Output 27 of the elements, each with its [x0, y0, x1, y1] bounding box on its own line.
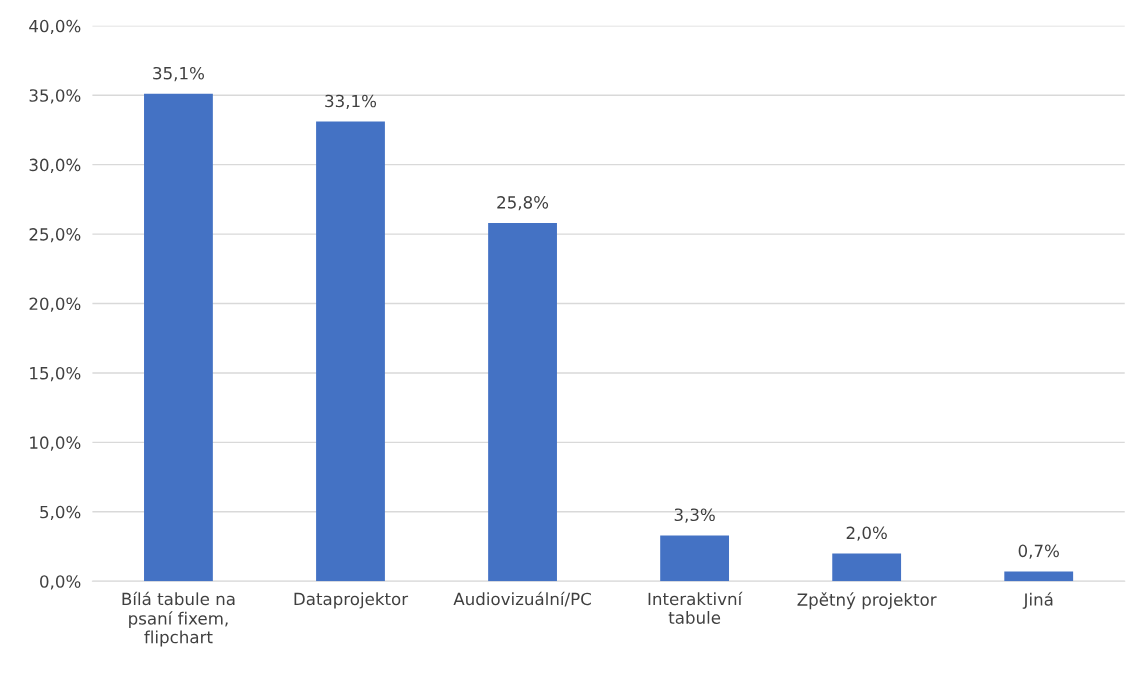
y-tick-label: 15,0% [30, 366, 81, 382]
bar [660, 535, 730, 582]
bar [488, 222, 557, 582]
data-label: 35,1% [153, 66, 204, 82]
x-tick-label: Dataprojektor [294, 592, 409, 609]
bar [316, 121, 385, 582]
x-tick-label: Interaktivní tabule [648, 591, 743, 624]
bar [144, 93, 213, 582]
x-tick-label: Jiná [1022, 592, 1053, 609]
y-tick-label: 25,0% [29, 228, 81, 243]
bar [832, 553, 902, 582]
y-tick-label: 0,0% [40, 575, 81, 590]
x-tick-label: Bílá tabule na psaní fixem, flipchart [122, 591, 235, 647]
data-label: 3,3% [674, 508, 715, 523]
x-tick-label: Audiovizuální/PC [453, 591, 591, 607]
y-tick-label: 35,0% [29, 89, 81, 104]
y-tick-label: 40,0% [29, 19, 81, 35]
data-label: 25,8% [497, 196, 549, 211]
bar [1004, 571, 1074, 582]
data-label: 0,7% [1018, 544, 1059, 559]
y-tick-label: 20,0% [29, 297, 81, 312]
y-tick-label: 5,0% [40, 505, 81, 521]
x-tick-label: Zpětný projektor [797, 592, 937, 610]
data-label: 33,1% [325, 94, 377, 109]
y-tick-label: 30,0% [29, 158, 81, 173]
data-label: 2,0% [846, 526, 887, 541]
y-tick-label: 10,0% [30, 436, 81, 451]
